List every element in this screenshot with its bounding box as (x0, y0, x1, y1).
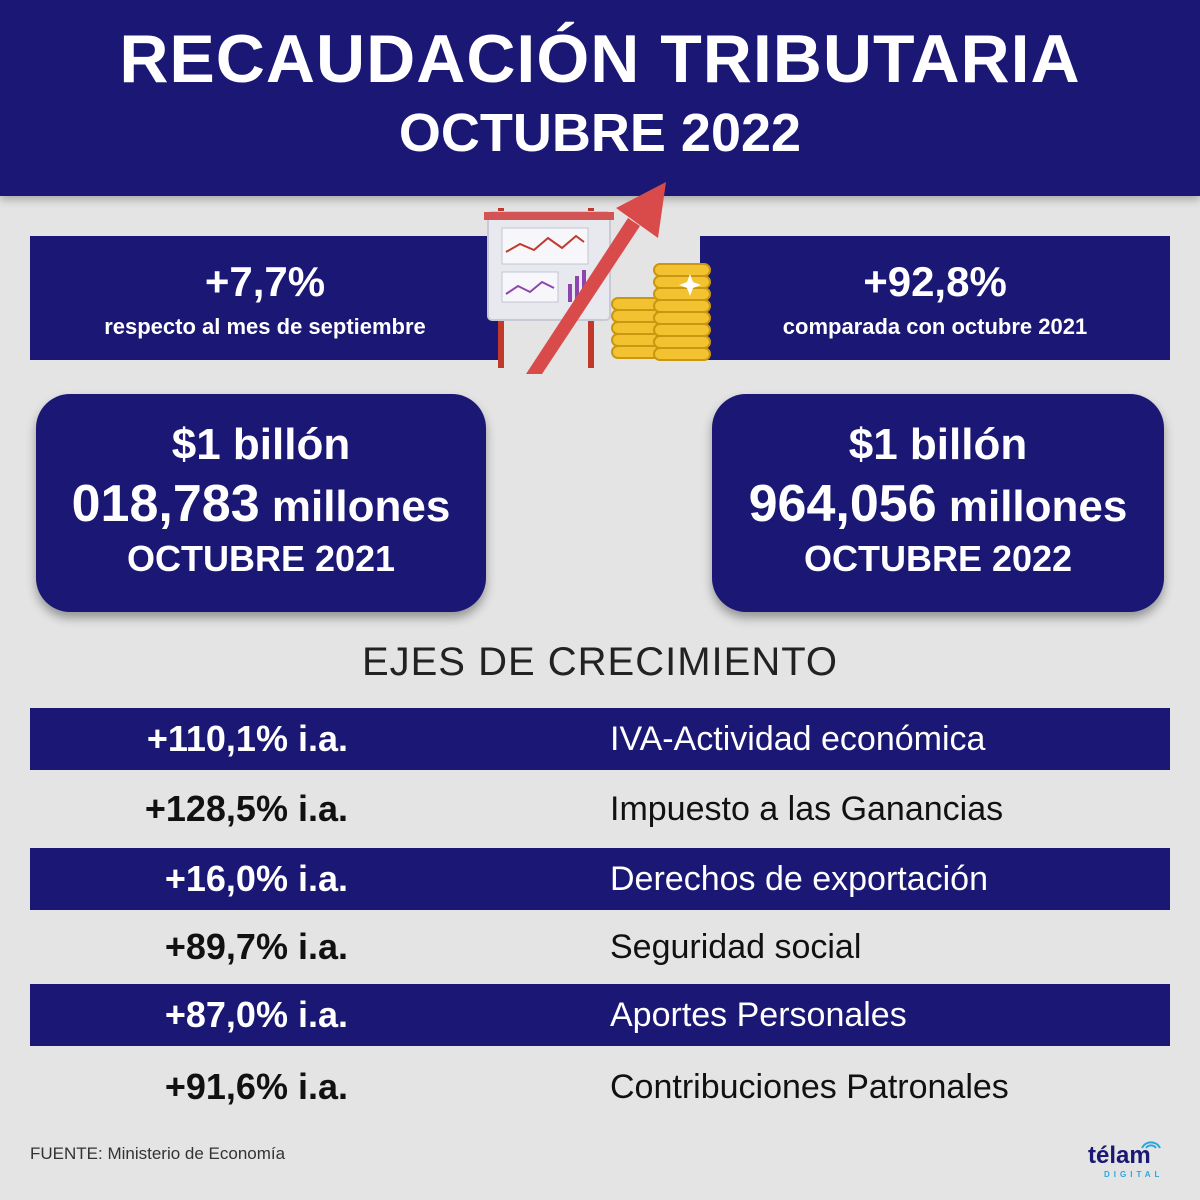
growth-row: +89,7% i.a. Seguridad social (30, 916, 1170, 978)
amount-2022-unit: millones (948, 482, 1128, 531)
growth-row: +16,0% i.a. Derechos de exportación (30, 848, 1170, 910)
amount-2021-unit: millones (271, 482, 451, 531)
growth-label: Contribuciones Patronales (610, 1068, 1009, 1106)
growth-value: +110,1% i.a. (146, 718, 348, 759)
logo-wordmark: télam (1088, 1142, 1151, 1169)
growth-section-title: EJES DE CRECIMIENTO (361, 640, 839, 684)
monthly-change-percent: +7,7% (204, 258, 326, 305)
signal-icon (1141, 1141, 1161, 1149)
header-banner: RECAUDACIÓN TRIBUTARIA OCTUBRE 2022 (0, 0, 1200, 196)
monthly-change-caption: respecto al mes de septiembre (104, 314, 426, 339)
monthly-change-band: +7,7% respecto al mes de septiembre (30, 236, 500, 360)
amount-card-2022: $1 billón 964,056 millones OCTUBRE 2022 (712, 394, 1164, 612)
amount-2022-millions: 964,056 millones (712, 474, 1164, 534)
yearly-change-percent: +92,8% (863, 258, 1007, 305)
growth-label: Seguridad social (610, 928, 862, 966)
amount-2021-number: 018,783 (71, 475, 260, 533)
amount-card-2021: $1 billón 018,783 millones OCTUBRE 2021 (36, 394, 486, 612)
growth-value: +87,0% i.a. (164, 994, 348, 1035)
growth-row: +87,0% i.a. Aportes Personales (30, 984, 1170, 1046)
growth-value: +16,0% i.a. (164, 858, 348, 899)
amount-2021-billion: $1 billón (171, 420, 351, 469)
growth-label: Derechos de exportación (610, 860, 989, 898)
page-subtitle: OCTUBRE 2022 (398, 103, 802, 163)
growth-row: +110,1% i.a. IVA-Actividad económica (30, 708, 1170, 770)
amount-2021-period: OCTUBRE 2021 (126, 538, 396, 579)
growth-label: Aportes Personales (610, 996, 907, 1034)
growth-row: +91,6% i.a. Contribuciones Patronales (30, 1056, 1170, 1118)
source-note: FUENTE: Ministerio de Economía (30, 1144, 286, 1163)
amount-2021-millions: 018,783 millones (36, 474, 486, 534)
telam-logo: télam DIGITAL (1088, 1136, 1168, 1184)
yearly-change-band: +92,8% comparada con octubre 2021 (700, 236, 1170, 360)
amount-2022-number: 964,056 (748, 475, 937, 533)
yearly-change-caption: comparada con octubre 2021 (782, 314, 1088, 339)
logo-subtext: DIGITAL (1104, 1170, 1164, 1179)
amount-2022-billion: $1 billón (848, 420, 1028, 469)
growth-chart-with-coins-icon (484, 182, 711, 374)
growth-value: +128,5% i.a. (144, 788, 348, 829)
growth-value: +91,6% i.a. (164, 1066, 348, 1107)
page-title: RECAUDACIÓN TRIBUTARIA (119, 21, 1081, 97)
growth-label: Impuesto a las Ganancias (610, 790, 1004, 828)
growth-value: +89,7% i.a. (164, 926, 348, 967)
growth-label: IVA-Actividad económica (610, 720, 986, 758)
amount-2022-period: OCTUBRE 2022 (803, 538, 1073, 579)
growth-row: +128,5% i.a. Impuesto a las Ganancias (30, 778, 1170, 840)
